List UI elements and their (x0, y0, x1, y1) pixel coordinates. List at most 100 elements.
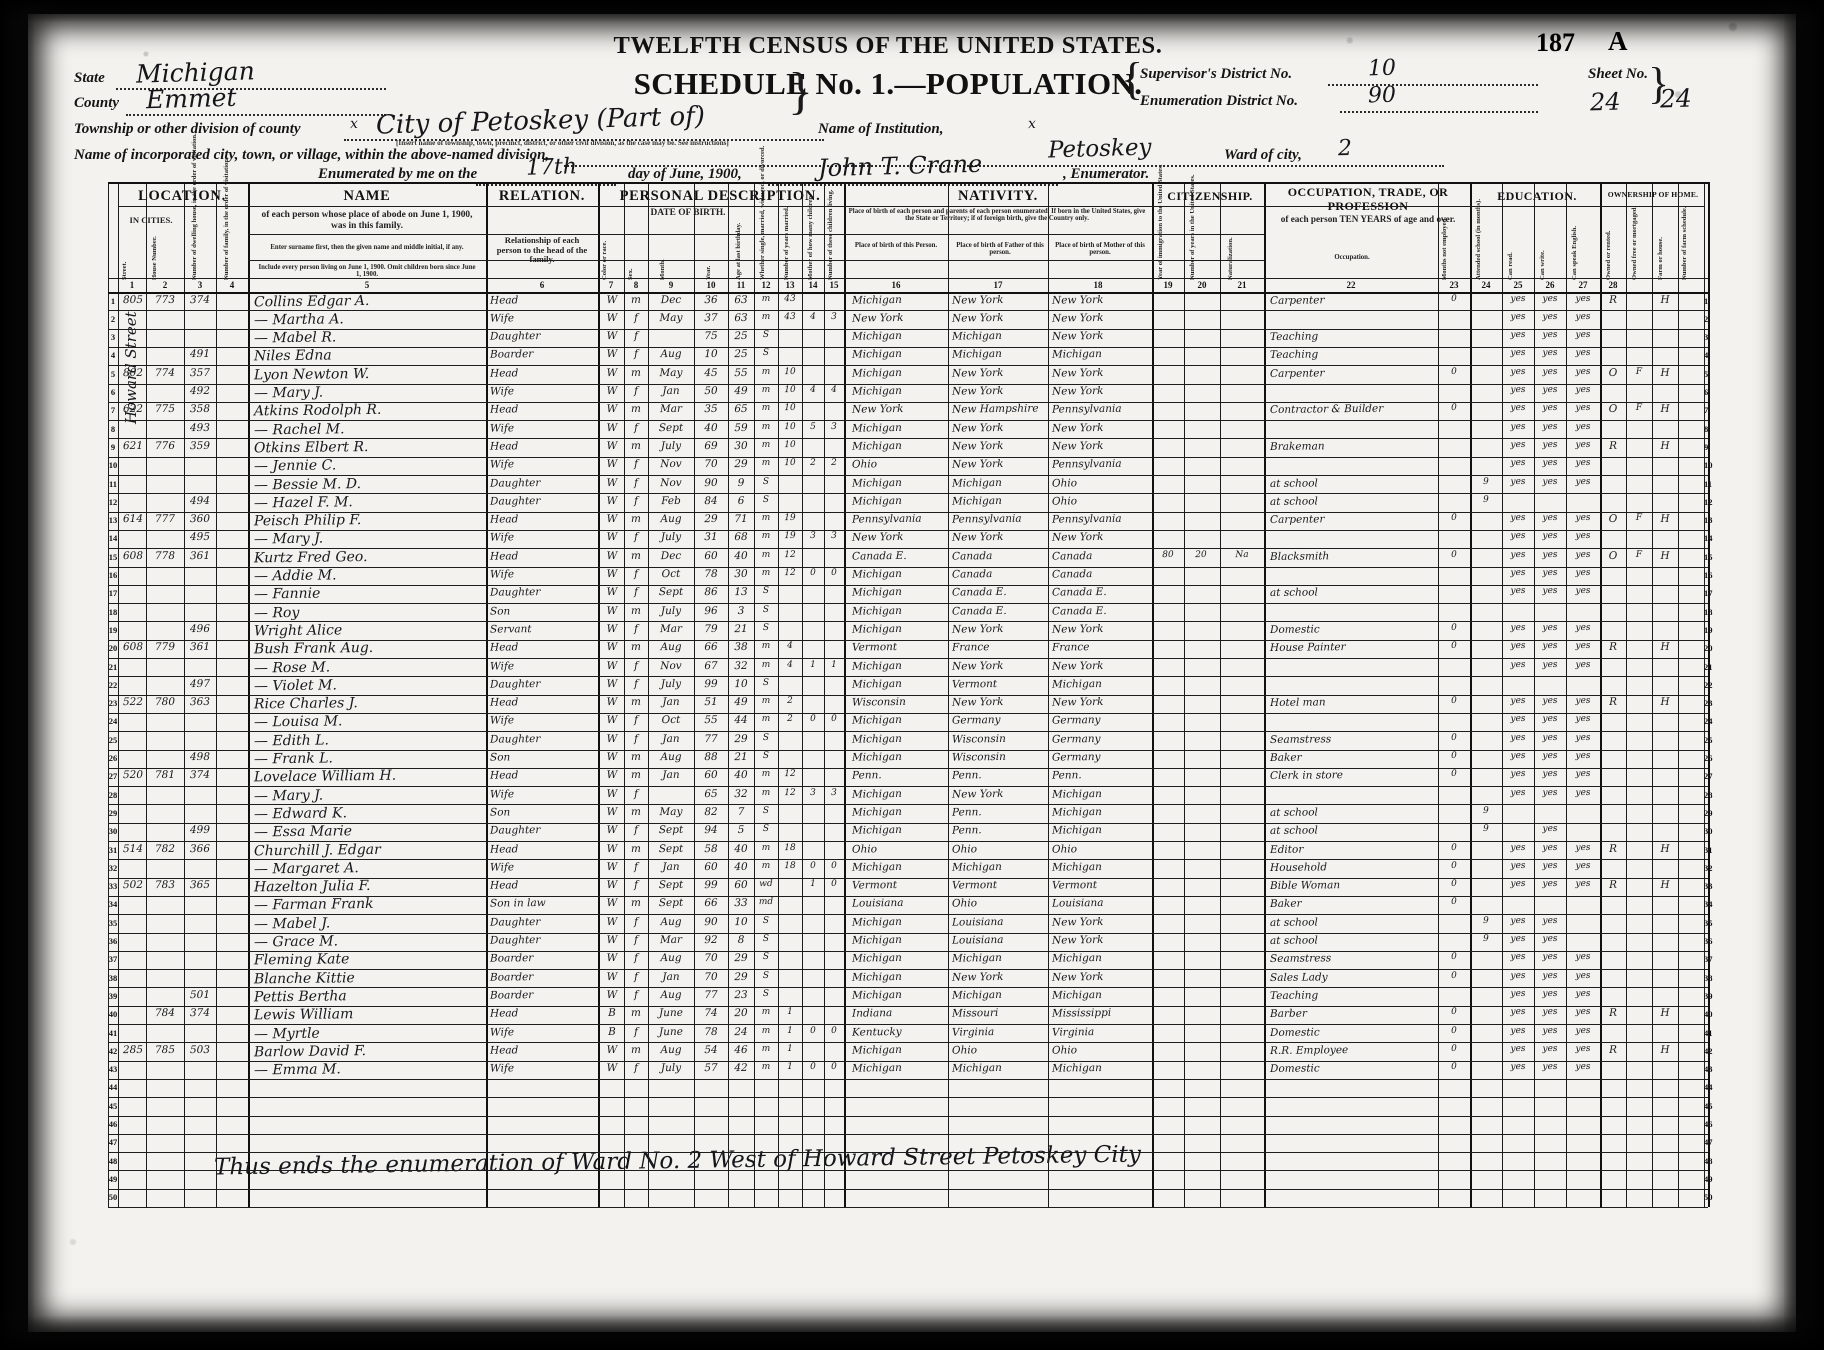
cell-value: 0 (1451, 622, 1457, 633)
incorporated-rule (564, 165, 1444, 167)
cell-value: yes (1542, 750, 1558, 762)
cell-value: 0 (1451, 860, 1457, 871)
vhead-mother-children: Mother of how many children. (807, 194, 814, 280)
enumerated-date-label: day of June, 1900, (628, 166, 742, 182)
row-number: 25 (108, 734, 118, 745)
cell-value: New York (1051, 659, 1104, 673)
cell-value: Michigan (851, 439, 902, 453)
cell-value: W (606, 439, 618, 452)
cell-value: yes (1542, 622, 1558, 633)
cell-value: yes (1575, 549, 1591, 560)
cell-value: W (606, 696, 618, 709)
grid-vline (648, 182, 649, 1207)
cell-value: Daughter (489, 494, 541, 508)
cell-value: 60 (734, 879, 748, 892)
row-number: 1 (1704, 295, 1709, 306)
cell-value: 9 (1483, 824, 1489, 835)
cell-value: W (606, 549, 618, 562)
row-number: 47 (1704, 1137, 1713, 1147)
cell-value: Michigan (951, 330, 1002, 343)
cell-value: Wife (489, 458, 515, 471)
cell-value: yes (1542, 1062, 1558, 1073)
cell-value: 3 (831, 421, 837, 432)
cell-value: Head (489, 549, 519, 563)
cell-value: 60 (704, 549, 718, 562)
cell-value: 25 (734, 348, 748, 361)
cell-value: Michigan (851, 915, 902, 929)
cell-value: 74 (704, 1007, 718, 1020)
cell-value: July (660, 677, 682, 690)
cell-value: Aug (660, 988, 682, 1002)
cell-value: W (606, 403, 618, 416)
vhead-children-living: Number of these children living. (827, 189, 834, 280)
row-number: 10 (108, 460, 118, 471)
cell-value: Servant (489, 623, 532, 636)
cell-value: Mar (659, 933, 683, 947)
column-number: 20 (1197, 280, 1207, 290)
cell-value: 4 (810, 384, 816, 396)
row-number: 20 (108, 643, 118, 654)
cell-value: July (660, 604, 682, 617)
group-location: LOCATION. (138, 188, 226, 204)
cell-value: Vermont (851, 879, 898, 892)
cell-value: m (630, 513, 642, 526)
cell-value: yes (1510, 622, 1526, 633)
row-number: 36 (1704, 936, 1713, 946)
cell-value: Michigan (851, 933, 902, 947)
cell-value: 1 (810, 659, 816, 670)
grid-vline (1184, 182, 1185, 1207)
cell-value: Na (1235, 549, 1249, 560)
column-number: 16 (891, 280, 901, 290)
cell-value: New York (1051, 531, 1104, 544)
cell-value: Michigan (951, 860, 1002, 874)
cell-value: — Roy (253, 604, 300, 622)
cell-value: yes (1542, 1007, 1558, 1018)
cell-value: Pettis Bertha (253, 988, 347, 1006)
cell-value: 0 (810, 714, 816, 725)
cell-value: Canada E. (951, 604, 1007, 618)
cell-value: Lewis William (253, 1006, 354, 1024)
cell-value: 614 (122, 512, 144, 526)
cell-value: yes (1542, 513, 1558, 524)
enumerator-rule (768, 184, 1058, 186)
cell-value: W (606, 348, 618, 361)
cell-value: 501 (189, 988, 211, 1002)
cell-value: Wife (489, 568, 515, 581)
row-number: 8 (1704, 423, 1709, 434)
cell-value: 60 (704, 860, 718, 873)
cell-value: Michigan (851, 330, 902, 343)
cell-value: W (606, 641, 618, 654)
row-number: 14 (1704, 533, 1713, 543)
cell-value: New York (1051, 366, 1104, 380)
cell-value: W (606, 732, 618, 745)
cell-value: Michigan (851, 860, 902, 874)
grid-hline (108, 1115, 1708, 1117)
cell-value: 361 (189, 549, 211, 562)
cell-value: 13 (734, 586, 748, 599)
cell-value: F (1635, 403, 1643, 414)
cell-value: 5 (737, 824, 745, 837)
vhead-color-race: Color or race. (601, 240, 608, 280)
cell-value: 0 (1451, 696, 1457, 707)
cell-value: New York (951, 458, 1004, 471)
cell-value: Pennsylvania (951, 512, 1022, 526)
cell-value: New York (1051, 293, 1104, 307)
cell-value: S (762, 604, 770, 615)
cell-value: 366 (189, 842, 211, 855)
row-number: 50 (108, 1192, 118, 1203)
cell-value: Head (489, 879, 519, 892)
cell-value: 3 (810, 787, 816, 798)
cell-value: yes (1542, 952, 1558, 963)
cell-value: — Edith L. (253, 732, 330, 750)
cell-value: yes (1542, 293, 1558, 304)
cell-value: F (1635, 549, 1643, 560)
cell-value: yes (1575, 1007, 1591, 1018)
cell-value: H (1660, 1007, 1670, 1020)
cell-value: 96 (704, 604, 718, 617)
cell-value: Michigan (851, 714, 902, 727)
masthead: TWELFTH CENSUS OF THE UNITED STATES. SCH… (28, 14, 1796, 186)
row-number: 2 (1704, 313, 1709, 324)
cell-value: Ohio (951, 842, 978, 856)
cell-value: yes (1510, 787, 1526, 798)
cell-value: 19 (784, 531, 796, 542)
